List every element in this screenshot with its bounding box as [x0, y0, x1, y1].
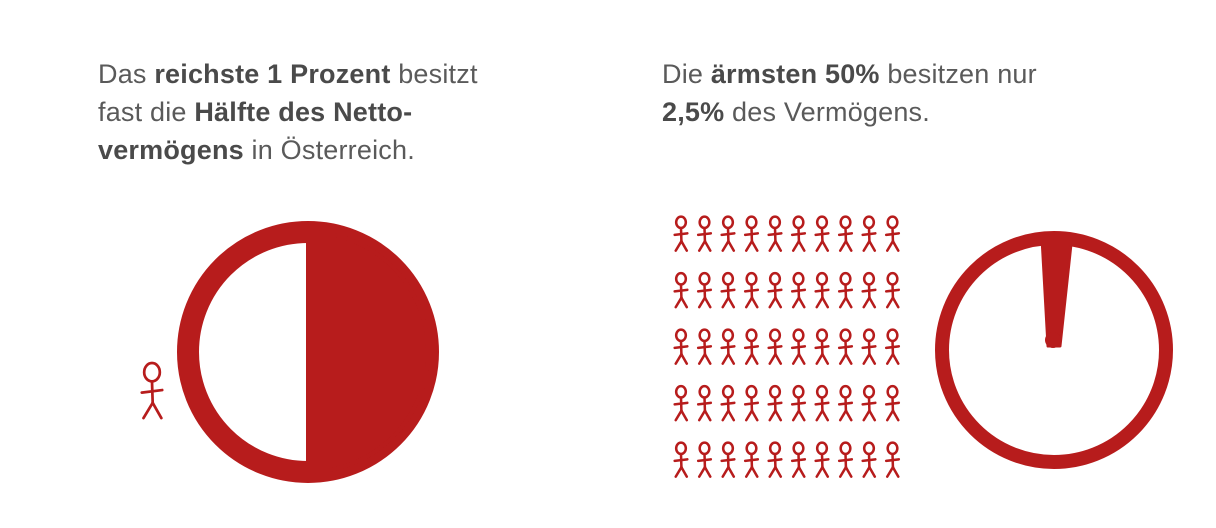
person-icon	[743, 441, 760, 478]
person-icon	[790, 215, 807, 252]
person-icon	[720, 271, 736, 309]
person-icon	[767, 215, 783, 252]
person-icon	[673, 215, 689, 252]
person-icon	[767, 384, 783, 422]
right-caption-line-2: 2,5% des Vermögens.	[662, 97, 930, 127]
person-icon	[673, 328, 689, 365]
person-icon	[837, 271, 854, 309]
person-icon	[790, 328, 807, 365]
person-icon	[696, 271, 713, 309]
left-caption-line-1: Das reichste 1 Prozent besitzt	[98, 59, 478, 89]
person-icon	[743, 271, 760, 309]
person-icon	[696, 215, 713, 252]
person-icon	[696, 328, 713, 365]
left-caption-line-3: vermögens in Österreich.	[98, 135, 415, 165]
person-icon	[673, 384, 689, 422]
person-icon	[790, 384, 807, 422]
person-icon	[814, 215, 830, 252]
person-icon	[767, 328, 783, 365]
person-icon	[743, 215, 760, 252]
person-icon	[696, 384, 713, 422]
person-icon	[861, 441, 877, 478]
person-icon	[673, 271, 689, 309]
person-icon	[814, 384, 830, 422]
person-icon	[767, 271, 783, 309]
person-icon	[814, 271, 830, 309]
person-icon	[861, 215, 877, 252]
left-pie-chart	[177, 221, 439, 483]
person-icon	[140, 361, 164, 420]
person-icon	[673, 441, 689, 478]
person-icon	[720, 384, 736, 422]
person-icon	[790, 271, 807, 309]
person-icon	[790, 441, 807, 478]
person-icon	[884, 271, 901, 309]
left-pie-slice	[306, 230, 430, 474]
person-icon	[884, 328, 901, 365]
person-icon	[837, 215, 854, 252]
person-icon	[861, 384, 877, 422]
left-caption-line-2: fast die Hälfte des Netto-	[98, 97, 413, 127]
right-caption-line-1: Die ärmsten 50% besitzen nur	[662, 59, 1037, 89]
person-icon	[814, 441, 830, 478]
person-icon	[861, 271, 877, 309]
person-icon	[814, 328, 830, 365]
person-icon	[884, 215, 901, 252]
person-icon	[743, 384, 760, 422]
person-icon	[884, 384, 901, 422]
person-icon	[767, 441, 783, 478]
person-icon	[140, 361, 164, 420]
person-icon	[837, 328, 854, 365]
person-icon	[743, 328, 760, 365]
right-pie-slice	[1040, 236, 1074, 348]
left-caption: Das reichste 1 Prozent besitzt fast die …	[98, 55, 558, 169]
person-icon	[861, 328, 877, 365]
person-icon	[720, 441, 736, 478]
right-pie-chart	[935, 231, 1173, 469]
right-pie-center	[1045, 332, 1061, 348]
person-icon	[720, 328, 736, 365]
person-icon	[884, 441, 901, 478]
person-icon	[720, 215, 736, 252]
person-icon	[696, 441, 713, 478]
person-icon	[837, 384, 854, 422]
person-icon	[837, 441, 854, 478]
people-grid	[673, 215, 901, 478]
right-caption: Die ärmsten 50% besitzen nur 2,5% des Ve…	[662, 55, 1142, 131]
